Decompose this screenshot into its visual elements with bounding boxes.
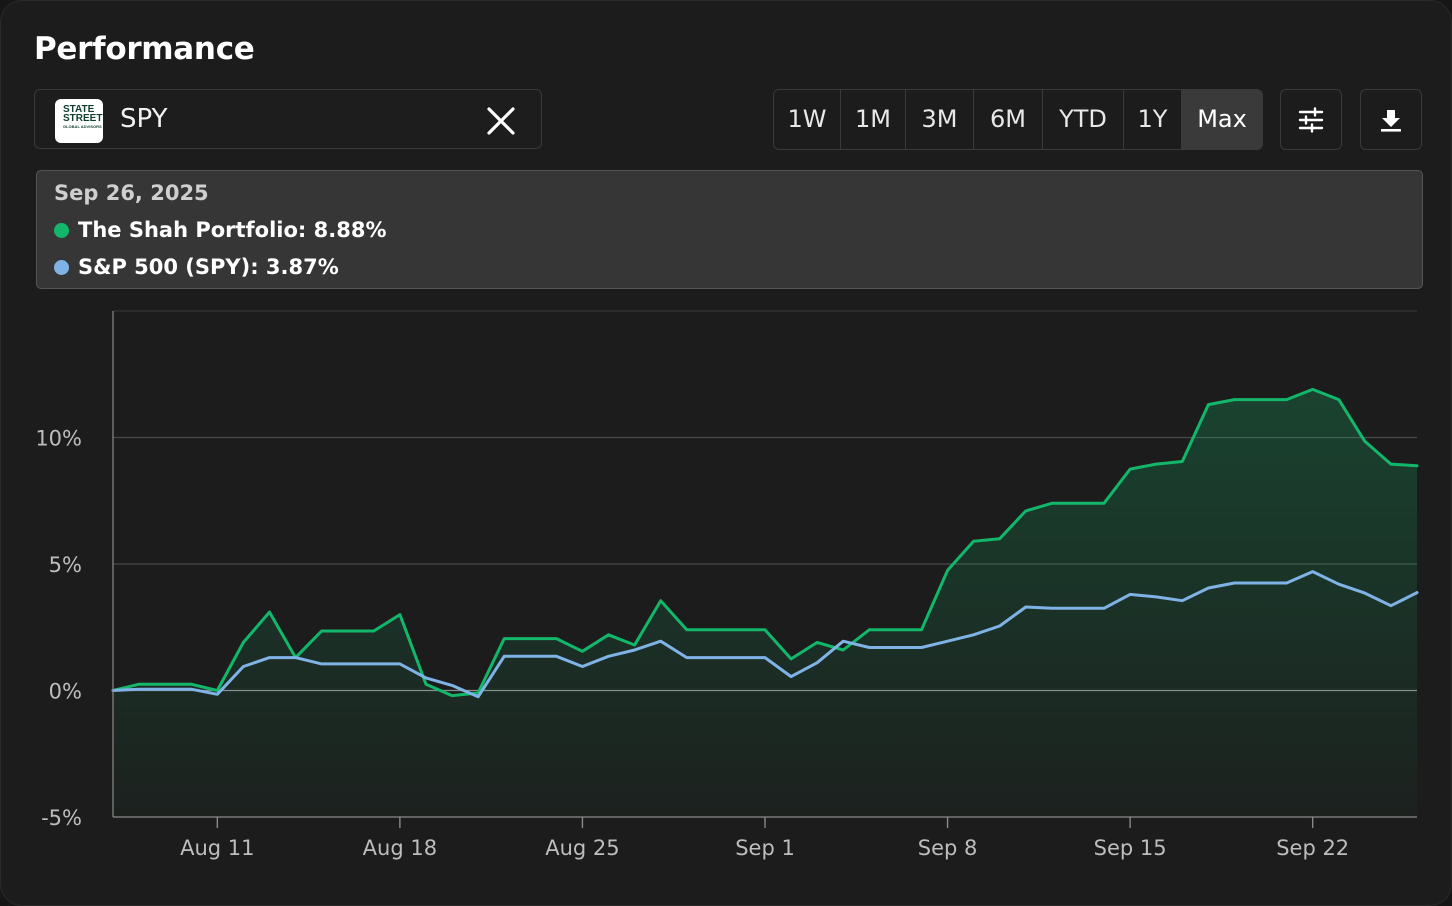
range-max[interactable]: Max — [1182, 90, 1262, 149]
tooltip-benchmark-value: S&P 500 (SPY): 3.87% — [78, 255, 339, 279]
compare-ticker-chip[interactable]: STATE STREET GLOBAL ADVISORS SPY — [34, 89, 542, 149]
performance-chart[interactable]: 10% 5% 0% -5% Aug 11 Aug 18 Aug 25 Sep 1 Sep 8 Se… — [1, 301, 1451, 891]
range-6m[interactable]: 6M — [974, 90, 1043, 149]
y-tick-label: 5% — [49, 553, 82, 577]
close-icon[interactable] — [484, 104, 518, 138]
y-tick-label: 0% — [49, 680, 82, 704]
tooltip-benchmark-row: S&P 500 (SPY): 3.87% — [54, 255, 339, 279]
range-1w[interactable]: 1W — [774, 90, 841, 149]
tooltip-portfolio-row: The Shah Portfolio: 8.88% — [54, 218, 387, 242]
sliders-icon — [1298, 106, 1324, 133]
logo-line-2: STREET — [63, 113, 103, 124]
benchmark-line — [111, 570, 1419, 699]
range-1m[interactable]: 1M — [841, 90, 906, 149]
benchmark-legend-dot — [54, 259, 69, 275]
range-3m[interactable]: 3M — [906, 90, 974, 149]
x-tick-label: Aug 25 — [545, 836, 619, 860]
chart-tooltip: Sep 26, 2025 The Shah Portfolio: 8.88% S… — [36, 170, 1423, 289]
x-tick-label: Sep 1 — [735, 836, 795, 860]
compare-ticker: SPY — [120, 104, 168, 134]
state-street-logo: STATE STREET GLOBAL ADVISORS — [55, 99, 103, 143]
x-tick-label: Sep 15 — [1094, 836, 1167, 860]
portfolio-area — [113, 389, 1417, 817]
tooltip-date: Sep 26, 2025 — [54, 181, 209, 205]
x-tick-label: Sep 22 — [1276, 836, 1349, 860]
page-title: Performance — [34, 31, 255, 67]
x-tick-label: Aug 18 — [363, 836, 437, 860]
x-tick-label: Sep 8 — [918, 836, 978, 860]
time-range-selector: 1W 1M 3M 6M YTD 1Y Max — [773, 89, 1263, 150]
y-tick-label: 10% — [35, 427, 82, 451]
download-icon — [1381, 109, 1401, 132]
x-tick-label: Aug 11 — [180, 836, 254, 860]
portfolio-line — [111, 387, 1419, 698]
logo-line-1: STATE — [63, 104, 95, 115]
y-tick-label: -5% — [41, 806, 82, 830]
tooltip-portfolio-value: The Shah Portfolio: 8.88% — [78, 218, 387, 242]
portfolio-legend-dot — [54, 222, 69, 238]
download-button[interactable] — [1360, 89, 1422, 150]
range-1y[interactable]: 1Y — [1124, 90, 1182, 149]
chart-settings-button[interactable] — [1280, 89, 1342, 150]
logo-line-3: GLOBAL ADVISORS — [63, 124, 102, 129]
range-ytd[interactable]: YTD — [1043, 90, 1124, 149]
